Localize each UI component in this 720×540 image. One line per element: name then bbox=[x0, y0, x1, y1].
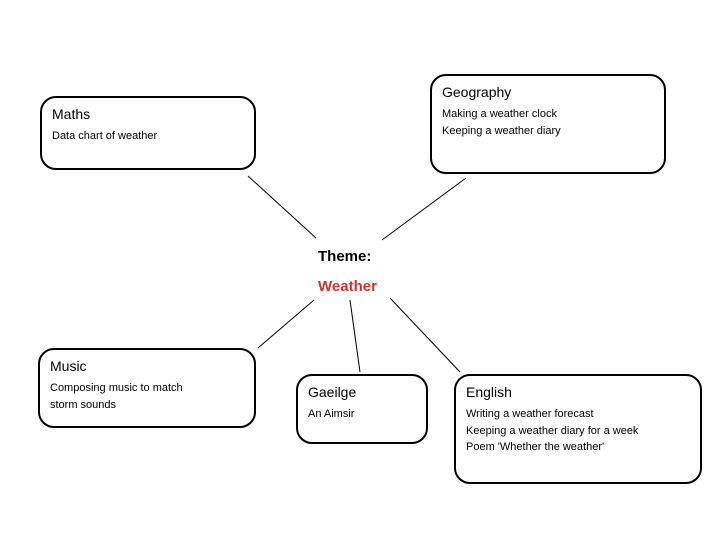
node-maths-title: Maths bbox=[52, 106, 244, 122]
connector-music bbox=[258, 300, 314, 348]
node-english-line-1: Keeping a weather diary for a week bbox=[466, 423, 690, 440]
node-gaeilge-title: Gaeilge bbox=[308, 384, 416, 400]
node-music-line-0: Composing music to match bbox=[50, 380, 244, 397]
node-music: Music Composing music to match storm sou… bbox=[38, 348, 256, 428]
node-english-title: English bbox=[466, 384, 690, 400]
center-theme-label: Theme: bbox=[318, 248, 371, 265]
node-geography: Geography Making a weather clock Keeping… bbox=[430, 74, 666, 174]
node-gaeilge-line-0: An Aimsir bbox=[308, 406, 416, 423]
node-english: English Writing a weather forecast Keepi… bbox=[454, 374, 702, 484]
node-gaeilge: Gaeilge An Aimsir bbox=[296, 374, 428, 444]
node-music-title: Music bbox=[50, 358, 244, 374]
connector-maths bbox=[248, 176, 316, 238]
connector-geography bbox=[382, 178, 466, 240]
node-music-line-1: storm sounds bbox=[50, 397, 244, 414]
node-english-line-2: Poem 'Whether the weather' bbox=[466, 439, 690, 456]
connector-gaeilge bbox=[350, 300, 360, 372]
node-geography-line-1: Keeping a weather diary bbox=[442, 123, 654, 140]
node-maths-line-0: Data chart of weather bbox=[52, 128, 244, 145]
center-subject-label: Weather bbox=[318, 278, 377, 295]
connector-english bbox=[390, 298, 460, 372]
node-geography-line-0: Making a weather clock bbox=[442, 106, 654, 123]
node-english-line-0: Writing a weather forecast bbox=[466, 406, 690, 423]
node-geography-title: Geography bbox=[442, 84, 654, 100]
node-maths: Maths Data chart of weather bbox=[40, 96, 256, 170]
